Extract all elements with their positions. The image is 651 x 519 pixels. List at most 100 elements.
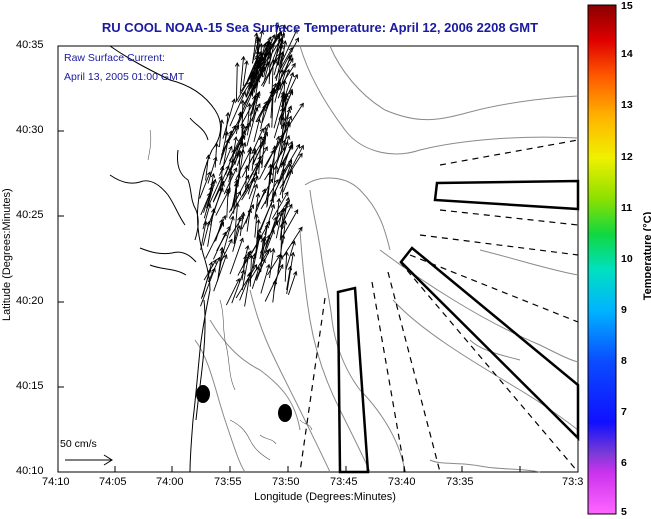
current-vector-head xyxy=(253,183,259,189)
current-vector xyxy=(277,37,283,66)
x-tick: 73:50 xyxy=(272,476,300,488)
current-vector xyxy=(228,159,234,183)
current-vector-head xyxy=(236,190,242,196)
current-vector xyxy=(207,157,217,184)
marker-1 xyxy=(196,385,210,403)
current-vector-head xyxy=(276,197,282,203)
current-vector-head xyxy=(226,187,231,193)
current-vector-head xyxy=(288,203,293,209)
current-vector xyxy=(234,131,246,165)
box-east xyxy=(433,179,580,211)
current-vector-head xyxy=(282,40,288,45)
current-vector xyxy=(244,51,262,87)
current-vector-head xyxy=(285,196,291,202)
current-vector-head xyxy=(292,270,298,276)
current-vector-head xyxy=(244,164,250,170)
current-vector xyxy=(280,116,292,141)
current-vector xyxy=(250,50,259,88)
current-vector-head xyxy=(279,263,284,269)
current-vector xyxy=(255,188,266,212)
current-vector-head xyxy=(248,146,253,152)
colorbar-label: Temperature (°C) xyxy=(642,211,651,301)
current-vector xyxy=(241,255,247,281)
current-vector-head xyxy=(257,155,262,161)
current-vector xyxy=(277,234,284,273)
current-vector xyxy=(254,214,258,238)
current-vector xyxy=(258,136,262,175)
current-vector-head xyxy=(233,136,238,141)
current-vector xyxy=(283,120,290,150)
current-vector xyxy=(253,118,260,143)
current-vector xyxy=(277,123,285,160)
current-vector xyxy=(282,169,293,193)
current-vector-head xyxy=(287,115,292,121)
current-vector xyxy=(281,144,300,176)
current-vector-head xyxy=(256,38,261,44)
current-vector-head xyxy=(294,209,299,214)
current-vector-head xyxy=(267,36,272,42)
current-vector-head xyxy=(282,24,287,30)
current-vector-head xyxy=(214,142,219,148)
current-vector xyxy=(264,147,286,181)
current-vector-head xyxy=(259,127,264,133)
current-vector xyxy=(222,125,240,152)
current-vector xyxy=(275,209,283,239)
colorbar-tick: 5 xyxy=(621,506,627,518)
current-vector xyxy=(287,271,297,295)
current-vector-head xyxy=(293,28,298,34)
current-vector-head xyxy=(285,200,290,206)
current-vector-head xyxy=(252,150,257,156)
current-vector xyxy=(251,267,260,289)
current-vector-head xyxy=(257,233,262,239)
current-vector-head xyxy=(265,122,271,128)
current-vector xyxy=(210,182,224,223)
current-vector-head xyxy=(210,172,216,178)
current-vector-head xyxy=(263,146,268,152)
legend-line-1: Raw Surface Current: xyxy=(64,52,165,64)
current-vector-head xyxy=(249,204,255,209)
current-vector xyxy=(260,221,278,254)
current-vector xyxy=(257,82,281,119)
marker-2 xyxy=(278,404,292,422)
colorbar-tick: 6 xyxy=(621,457,627,469)
current-vector-head xyxy=(272,82,277,88)
current-vector-head xyxy=(205,154,211,160)
current-vector-head xyxy=(249,254,254,260)
current-vector-head xyxy=(256,118,261,124)
x-tick: 73:3 xyxy=(562,476,584,488)
current-vector xyxy=(235,264,257,299)
current-vector-head xyxy=(219,119,225,124)
current-vector-head xyxy=(241,141,247,147)
current-vector xyxy=(268,42,271,85)
chart-title: RU COOL NOAA-15 Sea Surface Temperature:… xyxy=(101,20,539,35)
current-vector xyxy=(238,150,241,183)
current-vector-head xyxy=(295,143,301,149)
current-vector xyxy=(217,247,223,277)
current-vector-head xyxy=(287,105,293,111)
current-vector xyxy=(281,89,293,117)
current-vector-head xyxy=(276,82,281,88)
current-vector-head xyxy=(230,158,236,164)
current-vector-head xyxy=(228,145,233,151)
current-vector-head xyxy=(291,62,296,68)
current-vector-head xyxy=(240,211,246,217)
current-vector-head xyxy=(257,65,262,71)
colorbar-tick: 15 xyxy=(621,0,633,12)
current-vector-head xyxy=(276,254,281,259)
current-vector-head xyxy=(286,108,292,113)
current-vector-head xyxy=(287,265,293,271)
current-vector-head xyxy=(211,208,216,213)
current-vector-head xyxy=(243,254,248,260)
current-vector-head xyxy=(234,202,240,207)
current-vector-head xyxy=(254,175,259,181)
current-vector xyxy=(282,197,290,222)
current-vector-head xyxy=(275,23,280,29)
current-vector xyxy=(251,94,259,122)
current-vector xyxy=(200,221,207,251)
current-vector-head xyxy=(294,37,299,43)
current-vector-head xyxy=(266,51,272,57)
current-vector-head xyxy=(230,215,235,221)
current-vector-head xyxy=(245,244,250,250)
current-vector xyxy=(262,32,282,64)
current-vector xyxy=(202,221,210,246)
